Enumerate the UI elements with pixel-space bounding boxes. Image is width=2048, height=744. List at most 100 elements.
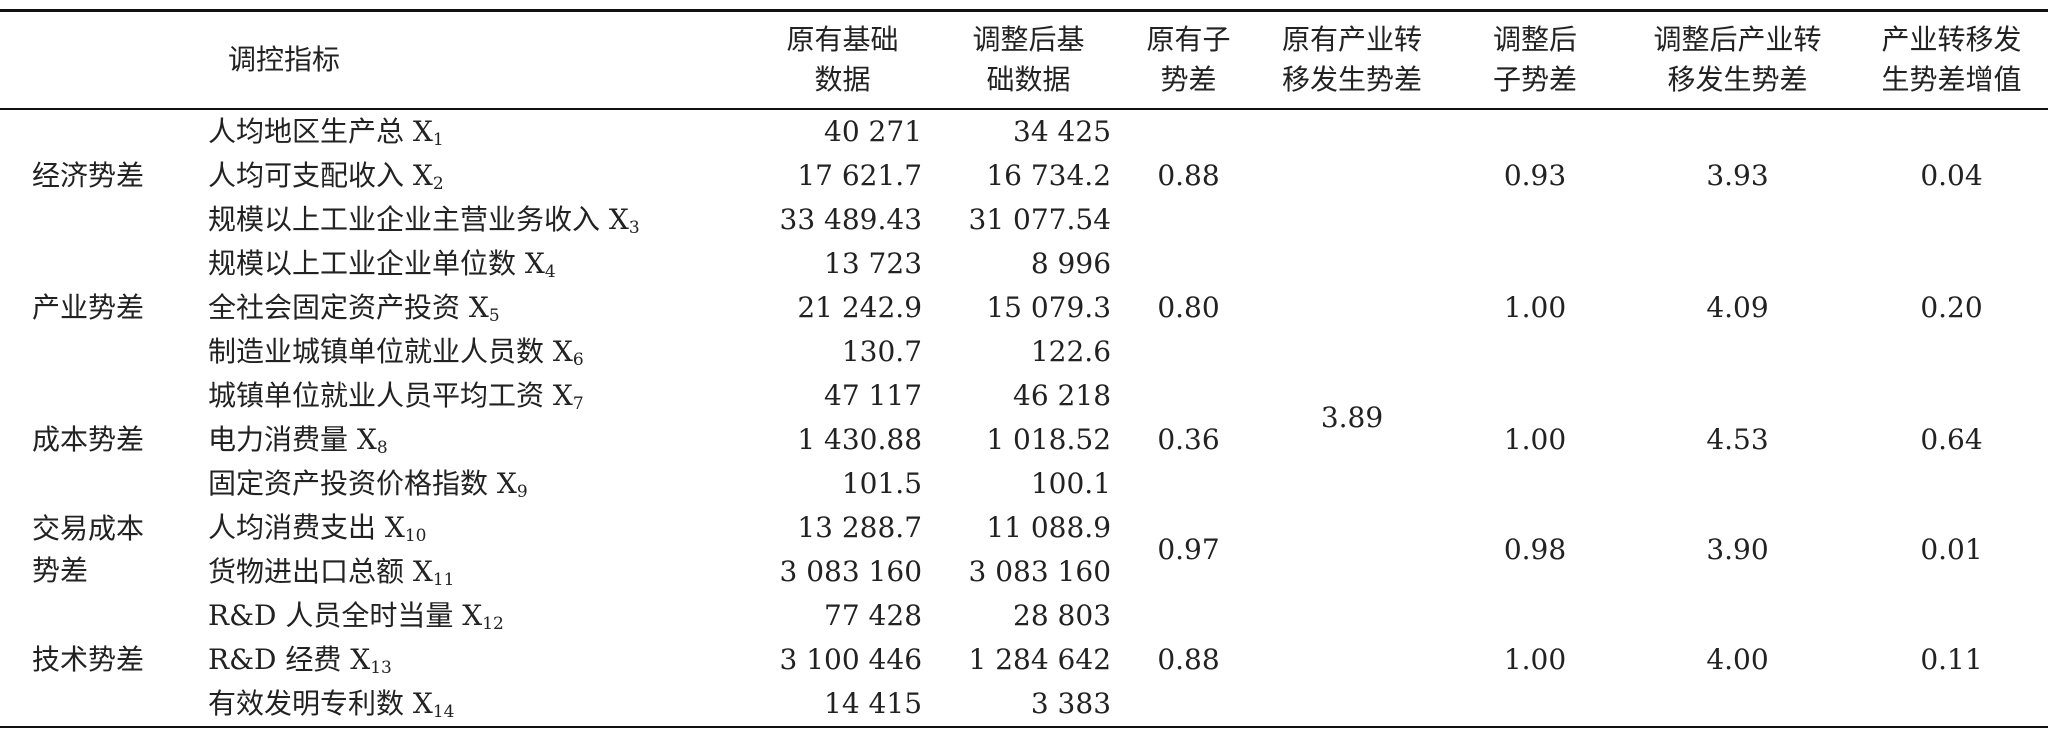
indicator: R&D 人员全时当量 X12 <box>196 594 751 638</box>
adjusted-value: 1 284 642 <box>968 643 1112 676</box>
indicator-text: 人均地区生产总 X <box>208 115 433 148</box>
increment: 0.11 <box>1920 643 1983 676</box>
adjusted-sub-gap: 1.00 <box>1503 643 1567 676</box>
original-value: 13 288.7 <box>797 511 923 544</box>
increment: 0.64 <box>1920 423 1983 456</box>
original-sub-gap: 0.36 <box>1157 423 1220 456</box>
header-cell: 调整后基 础数据 <box>934 11 1123 110</box>
original-sub-gap: 0.97 <box>1157 533 1220 566</box>
indicator: 货物进出口总额 X11 <box>196 550 751 594</box>
group-name-line: 成本势差 <box>32 423 145 456</box>
indicator-subscript: 12 <box>482 614 504 634</box>
indicator-subscript: 10 <box>404 526 427 546</box>
indicator-subscript: 6 <box>572 350 584 370</box>
header-line: 原有子 <box>1146 23 1231 56</box>
indicator-text: 人均可支配收入 X <box>208 159 433 192</box>
original-value: 40 271 <box>824 115 923 148</box>
original-value: 3 100 446 <box>779 643 923 676</box>
original-value: 17 621.7 <box>797 159 923 192</box>
indicator-subscript: 5 <box>488 306 500 326</box>
adjusted-value: 1 018.52 <box>986 423 1112 456</box>
adjusted-transfer-gap: 4.00 <box>1706 643 1769 676</box>
header-cell: 调控指标 <box>228 43 341 76</box>
indicator-text: R&D 人员全时当量 X <box>208 599 483 632</box>
indicator-subscript: 7 <box>572 394 584 414</box>
group-name: 技术势差 <box>0 594 196 727</box>
original-transfer-gap: 3.89 <box>1320 401 1384 434</box>
table-row: 规模以上工业企业主营业务收入 X3 33 489.43 31 077.54 <box>0 198 2048 242</box>
original-value: 3 083 160 <box>779 555 923 588</box>
indicator: 有效发明专利数 X14 <box>196 682 751 727</box>
adjusted-transfer-gap: 4.09 <box>1706 291 1769 324</box>
header-line: 数据 <box>814 63 871 96</box>
group-name: 经济势差 <box>0 109 196 242</box>
indicator: 人均可支配收入 X2 <box>196 154 751 198</box>
adjusted-value: 46 218 <box>1013 379 1112 412</box>
indicator: 人均地区生产总 X1 <box>196 109 751 154</box>
table-row: 交易成本 势差 人均消费支出 X10 13 288.7 11 088.9 0.97 0.98… <box>0 506 2048 587</box>
group-name-line: 经济势差 <box>32 159 145 192</box>
indicator-text: 城镇单位就业人员平均工资 X <box>208 379 573 412</box>
header-cell: 原有子 势差 <box>1123 11 1254 110</box>
indicator: 城镇单位就业人员平均工资 X7 <box>196 374 751 418</box>
table-row: 经济势差 人均地区生产总 X1 40 271 34 425 0.88 3.89 0.93 3.… <box>0 109 2048 434</box>
indicator-subscript: 9 <box>516 482 528 502</box>
header-line: 势差 <box>1160 63 1217 96</box>
adjusted-value: 3 383 <box>1030 687 1112 720</box>
table-row: 货物进出口总额 X11 3 083 160 3 083 160 <box>0 550 2048 594</box>
adjusted-value: 31 077.54 <box>968 203 1112 236</box>
adjusted-transfer-gap: 3.93 <box>1706 159 1769 192</box>
indicator-subscript: 14 <box>432 702 455 722</box>
increment: 0.01 <box>1920 533 1983 566</box>
indicator-text: 货物进出口总额 X <box>208 555 433 588</box>
indicator: 人均消费支出 X10 <box>196 506 751 550</box>
indicator: 制造业城镇单位就业人员数 X6 <box>196 330 751 374</box>
adjusted-sub-gap: 1.00 <box>1503 291 1567 324</box>
original-value: 13 723 <box>824 247 923 280</box>
header-line: 原有产业转 <box>1282 23 1423 56</box>
adjusted-value: 11 088.9 <box>986 511 1112 544</box>
adjusted-value: 28 803 <box>1013 599 1112 632</box>
indicator: R&D 经费 X13 <box>196 638 751 682</box>
group-name-line: 交易成本 <box>32 512 145 545</box>
adjusted-value: 100.1 <box>1030 467 1112 500</box>
adjusted-value: 3 083 160 <box>968 555 1112 588</box>
indicator-text: 规模以上工业企业主营业务收入 X <box>208 203 629 236</box>
adjusted-sub-gap: 0.98 <box>1503 533 1567 566</box>
original-value: 101.5 <box>841 467 923 500</box>
table-row: R&D 经费 X13 3 100 446 1 284 642 <box>0 638 2048 682</box>
header-row: 调控指标 原有基础 数据 调整后基 础数据 原有子 势差 原有产业转 移发生势差 调整后 子势差调… <box>0 10 2048 110</box>
original-value: 21 242.9 <box>797 291 923 324</box>
header-line: 调整后 <box>1493 23 1578 56</box>
header-line: 调整后基 <box>972 23 1085 56</box>
header-cell: 调整后产业转 移发生势差 <box>1620 11 1855 110</box>
indicator-subscript: 1 <box>432 130 444 150</box>
indicator-subscript: 8 <box>376 438 388 458</box>
indicator: 规模以上工业企业主营业务收入 X3 <box>196 198 751 242</box>
indicator-subscript: 13 <box>370 658 392 678</box>
table-row: 成本势差 城镇单位就业人员平均工资 X7 47 117 46 218 0.36 1.00 4… <box>0 374 2048 456</box>
table-row: 产业势差 规模以上工业企业单位数 X4 13 723 8 996 0.80 1.00 4.0… <box>0 242 2048 324</box>
indicator-text: 电力消费量 X <box>208 423 377 456</box>
original-value: 77 428 <box>824 599 923 632</box>
indicator-text: 人均消费支出 X <box>208 511 405 544</box>
indicator-subscript: 3 <box>628 218 640 238</box>
header-line: 产业转移发 <box>1881 23 2022 56</box>
adjusted-value: 34 425 <box>1013 115 1112 148</box>
increment: 0.04 <box>1920 159 1983 192</box>
indicator-text: 有效发明专利数 X <box>208 687 433 720</box>
table-row: 电力消费量 X8 1 430.88 1 018.52 <box>0 418 2048 462</box>
table-row: 技术势差 R&D 人员全时当量 X12 77 428 28 803 0.88 1.00 4.… <box>0 594 2048 676</box>
table-row: 全社会固定资产投资 X5 21 242.9 15 079.3 <box>0 286 2048 330</box>
indicator-text: R&D 经费 X <box>208 643 371 676</box>
header-line: 调整后产业转 <box>1653 23 1822 56</box>
group-name: 交易成本 势差 <box>0 506 196 594</box>
adjusted-value: 16 734.2 <box>986 159 1112 192</box>
indicator-text: 全社会固定资产投资 X <box>208 291 489 324</box>
header-line: 移发生势差 <box>1282 63 1423 96</box>
adjusted-value: 15 079.3 <box>986 291 1112 324</box>
header-line: 移发生势差 <box>1667 63 1808 96</box>
indicator-text: 制造业城镇单位就业人员数 X <box>208 335 573 368</box>
header-line: 础数据 <box>986 63 1071 96</box>
original-sub-gap: 0.80 <box>1157 291 1220 324</box>
